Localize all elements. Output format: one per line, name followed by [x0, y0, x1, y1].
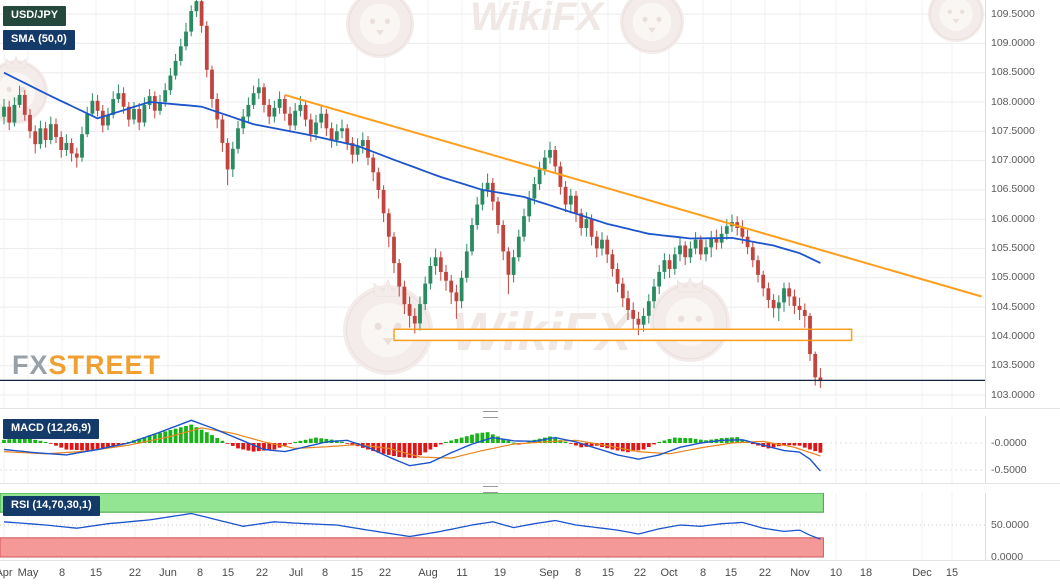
main-chart-canvas[interactable]: WikiFXWikiFX [0, 0, 985, 408]
price-axis-label: 103.0000 [991, 388, 1035, 401]
wikifx-lion-watermark [346, 0, 414, 58]
price-axis-label: 109.5000 [991, 7, 1035, 20]
time-axis-label: Nov [790, 567, 810, 579]
price-axis-label: 109.0000 [991, 36, 1035, 49]
price-axis-label: 106.0000 [991, 212, 1035, 225]
panel-resize-handle[interactable] [483, 486, 498, 493]
time-axis-label: Jul [288, 567, 304, 579]
main-chart-panel: WikiFXWikiFX [0, 0, 985, 408]
time-axis[interactable]: Apr May 8 15 22 Jun 8 15 22 Jul 8 15 22 Aug 11 19 Sep 8 15… [0, 560, 1060, 587]
time-axis-label: 15 [724, 567, 738, 579]
panel-separator [0, 408, 1060, 418]
wikifx-text-watermark: WikiFX [470, 0, 605, 39]
macd-panel [0, 415, 985, 483]
macd-indicator-badge[interactable]: MACD (12,26,9) [3, 419, 100, 439]
price-axis-label: 106.5000 [991, 183, 1035, 196]
price-axis-label: 107.0000 [991, 154, 1035, 167]
price-axis-label: 108.5000 [991, 66, 1035, 79]
time-axis-label: 8 [699, 567, 707, 579]
time-axis-label: Sep [539, 567, 559, 579]
fxstreet-logo: FXSTREET [12, 350, 161, 381]
time-axis-label: 22 [128, 567, 142, 579]
time-axis-label: 22 [255, 567, 269, 579]
time-axis-label: Oct [660, 567, 678, 579]
time-axis-label: 15 [89, 567, 103, 579]
macd-chart-canvas[interactable] [0, 415, 985, 483]
time-axis-label: May [17, 567, 39, 579]
time-axis-label: Apr [0, 567, 13, 579]
fxstreet-logo-street: STREET [48, 350, 162, 380]
rsi-panel [0, 492, 985, 560]
time-axis-label: 22 [633, 567, 647, 579]
time-axis-label: 15 [221, 567, 235, 579]
rsi-chart-canvas[interactable] [0, 492, 985, 560]
time-axis-label: 8 [574, 567, 582, 579]
time-axis-label: 8 [321, 567, 329, 579]
wikifx-lion-watermark [620, 0, 684, 54]
time-axis-label: 11 [456, 567, 468, 579]
time-axis-label: Aug [418, 567, 438, 579]
macd-axis-label: -0.5000 [991, 463, 1027, 476]
fxstreet-logo-fx: FX [12, 350, 49, 380]
price-axis-label: 108.0000 [991, 95, 1035, 108]
time-axis-label: 15 [350, 567, 364, 579]
time-axis-label: Dec [912, 567, 932, 579]
price-axis-label: 104.0000 [991, 329, 1035, 342]
time-axis-label: Jun [159, 567, 177, 579]
sma-indicator-badge[interactable]: SMA (50,0) [3, 30, 75, 50]
time-axis-label: 15 [945, 567, 959, 579]
price-axis-label: 105.0000 [991, 271, 1035, 284]
rsi-axis-label: 50.0000 [991, 518, 1029, 531]
wikifx-lion-watermark [650, 276, 730, 362]
price-axis-label: 105.5000 [991, 242, 1035, 254]
macd-axis-label: -0.0000 [991, 436, 1027, 449]
time-axis-label: 18 [859, 567, 873, 579]
rsi-indicator-badge[interactable]: RSI (14,70,30,1) [3, 496, 100, 516]
price-axis-label: 107.5000 [991, 124, 1035, 137]
panel-resize-handle[interactable] [483, 411, 498, 418]
time-axis-label: 22 [758, 567, 772, 579]
time-axis-label: 8 [196, 567, 204, 579]
time-axis-label: 22 [378, 567, 392, 579]
symbol-badge[interactable]: USD/JPY [3, 6, 67, 26]
time-axis-label: 19 [493, 567, 507, 579]
rsi-axis-label: 0.0000 [991, 550, 1024, 563]
time-axis-label: 8 [58, 567, 66, 579]
price-axis-label: 104.5000 [991, 300, 1035, 313]
time-axis-label: 15 [601, 567, 615, 579]
time-axis-label: 10 [829, 567, 843, 579]
price-axis[interactable]: 103.2490 109.5000109.0000108.5000108.000… [985, 0, 1060, 563]
wikifx-lion-watermark [928, 0, 984, 42]
price-axis-label: 103.5000 [991, 359, 1035, 372]
panel-separator [0, 483, 1060, 493]
